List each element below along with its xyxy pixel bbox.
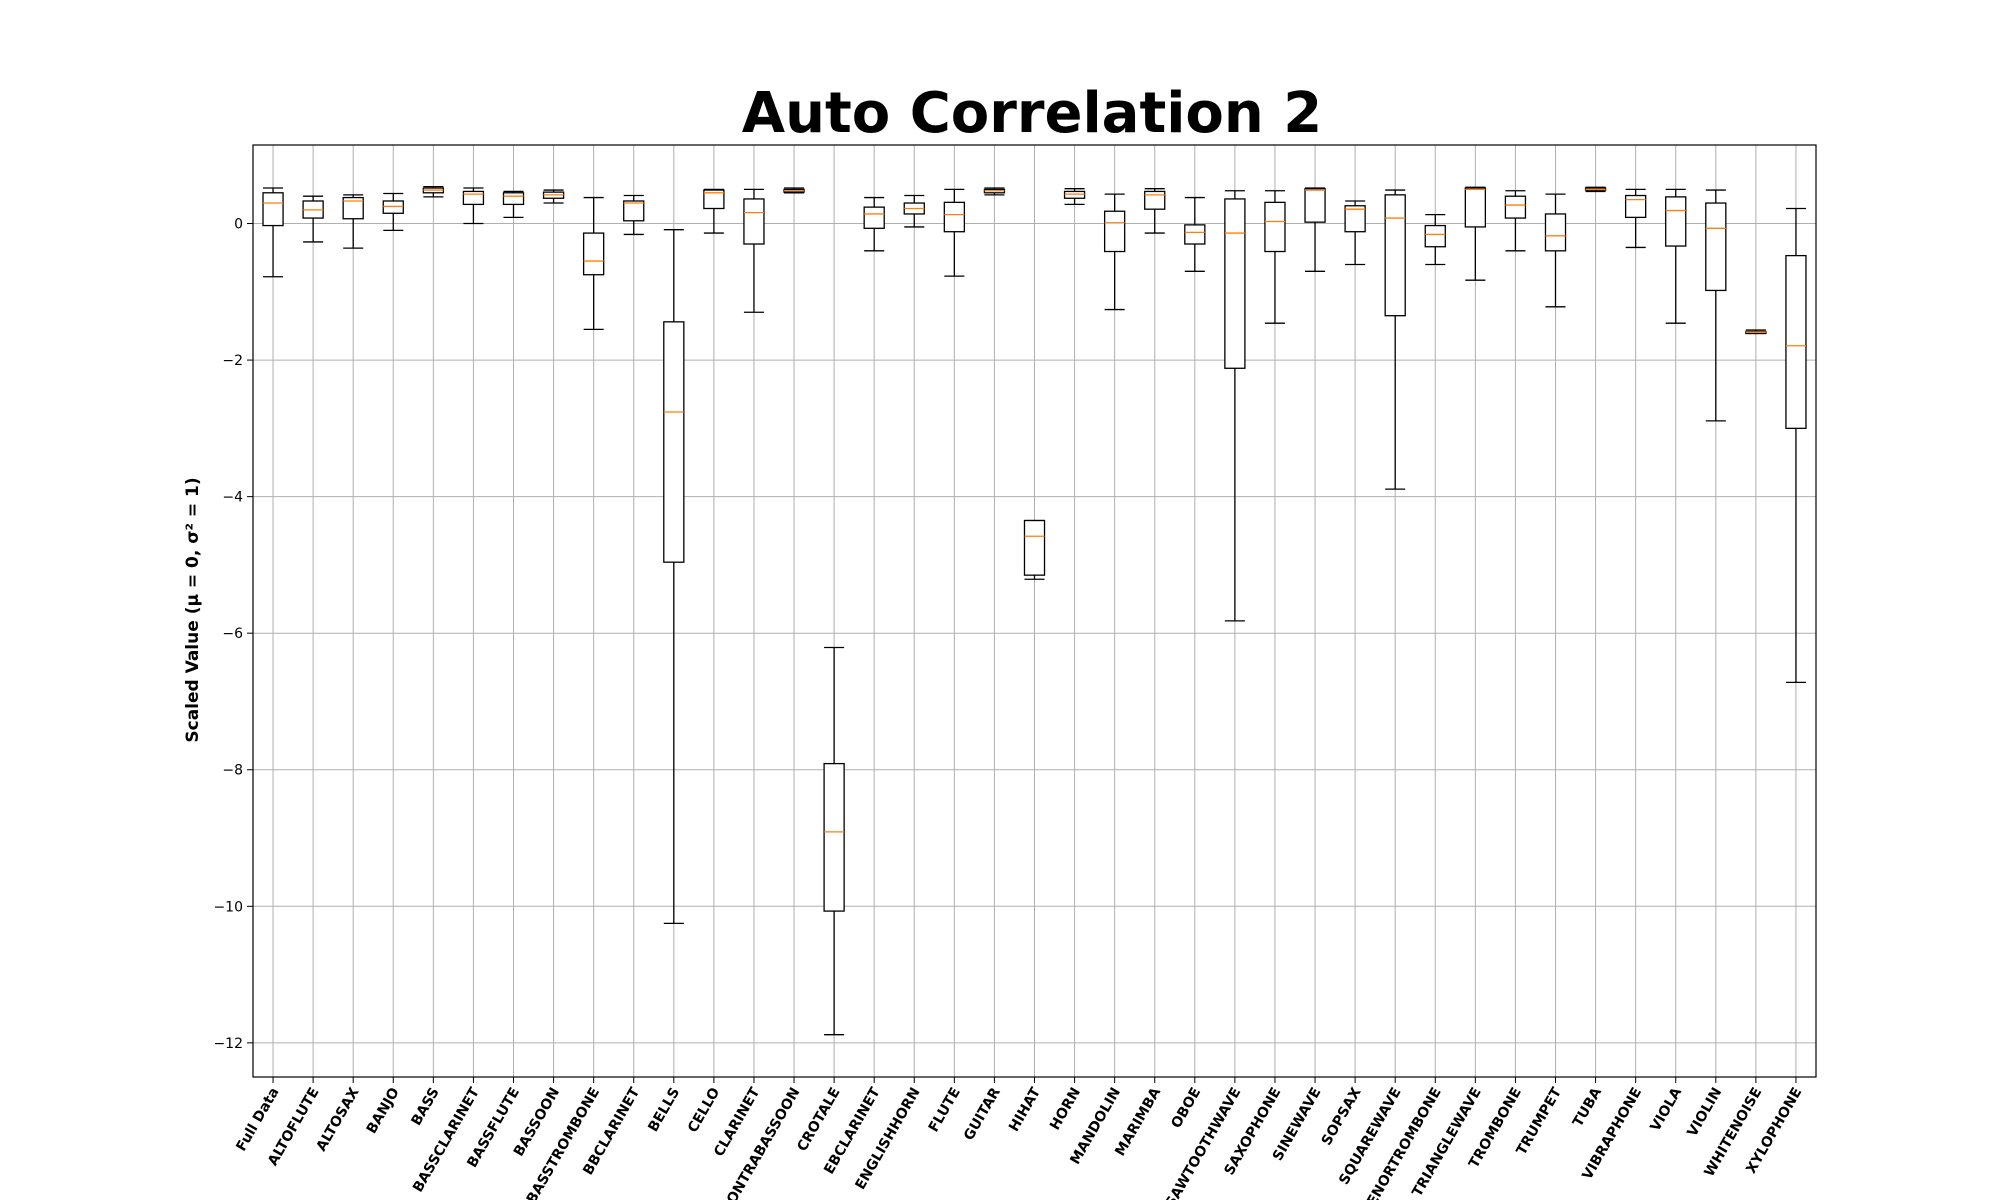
box-flute [943,188,966,277]
box-trumpet [1544,193,1567,308]
x-tick-label: HORN [1047,1085,1084,1133]
box-iqr [703,189,725,210]
box-iqr [462,190,485,206]
box-contrabassoon [783,187,805,194]
box-iqr [502,192,525,206]
box-sopsax [1344,200,1366,266]
box-iqr [1464,187,1487,228]
x-tick-label: GUITAR [961,1085,1004,1144]
box-iqr [1144,190,1166,210]
box-xylophone [1785,207,1807,684]
x-tick-label: SOPSAX [1319,1085,1365,1149]
box-banjo [382,192,404,231]
y-tick-label: −6 [222,626,243,642]
box-clarinet [743,188,765,313]
x-tick-label: TUBA [1570,1085,1605,1130]
box-violin [1705,189,1727,422]
box-iqr [1184,224,1206,245]
box-iqr [342,196,364,220]
box-iqr [743,198,765,245]
box-bbclarinet [623,194,645,236]
y-axis-label: Scaled Value (μ = 0, σ² = 1) [183,477,203,742]
box-iqr [1504,195,1527,219]
box-viola [1665,188,1687,324]
box-iqr [1264,201,1286,253]
box-vibraphone [1624,188,1647,249]
box-altosax [342,194,364,249]
box-tenortrombone [1424,213,1446,266]
box-iqr [1224,198,1246,369]
box-iqr [663,321,685,563]
x-tick-label: BELLS [645,1085,683,1135]
box-iqr [1344,205,1366,233]
box-iqr [582,232,605,276]
box-iqr [1424,224,1446,248]
box-englishhorn [903,194,925,228]
box-iqr [1705,202,1727,292]
box-horn [1063,188,1086,206]
grid-lines [253,145,1816,1077]
x-tick-label: FLUTE [926,1085,964,1135]
x-tick-label: OBOE [1168,1085,1204,1131]
boxes [262,185,1807,1036]
box-iqr [1785,254,1807,430]
x-tick-label: BASSTROMBONE [524,1085,603,1200]
box-oboe [1184,196,1206,272]
box-basstrombone [582,196,605,331]
box-iqr [1023,519,1046,576]
box-hihat [1023,519,1046,580]
box-crotale [823,646,845,1036]
box-whitenoise [1745,329,1767,335]
y-tick-label: −10 [213,899,243,915]
box-iqr [943,201,966,233]
box-iqr [1304,188,1326,223]
box-altoflute [302,195,324,243]
box-iqr [823,762,845,912]
box-guitar [983,187,1006,196]
box-trianglewave [1464,186,1487,281]
y-tick-label: −8 [222,763,243,779]
y-tick-label: −2 [222,353,243,369]
box-bells [663,229,685,925]
y-tick-label: 0 [234,217,243,233]
box-tuba [1584,186,1607,193]
x-tick-label: CELLO [685,1085,723,1136]
box-saxophone [1264,190,1286,324]
x-tick-label: VIOLA [1647,1085,1685,1134]
box-iqr [863,206,885,229]
box-marimba [1144,188,1166,234]
box-iqr [1624,194,1647,219]
box-iqr [1665,196,1687,247]
box-bassclarinet [462,187,485,225]
box-sinewave [1304,187,1326,272]
box-squarewave [1384,189,1406,490]
x-tick-label: VIOLIN [1685,1085,1726,1140]
box-iqr [262,192,284,227]
box-iqr [623,200,645,222]
box-iqr [1063,190,1086,199]
box-bassoon [542,189,565,204]
y-axis-ticks: 0 −2 −4 −6 −8 −10 −12 [213,217,253,1052]
box-sawtoothwave [1224,190,1246,622]
box-iqr [1103,210,1126,253]
x-tick-label: BANJO [364,1085,403,1137]
box-iqr [382,200,404,214]
y-tick-label: −4 [222,490,243,506]
box-ebclarinet [863,196,885,252]
box-cello [703,188,725,234]
box-trombone [1504,190,1527,252]
box-full-data [262,187,284,278]
box-bassflute [502,190,525,219]
box-mandolin [1103,193,1126,311]
x-tick-label: SAWTOOTHWAVE [1163,1085,1245,1200]
x-tick-label: HIHAT [1006,1085,1044,1135]
box-bass [422,185,445,198]
box-iqr [1384,194,1406,317]
chart-title: Auto Correlation 2 [742,81,1322,146]
y-tick-label: −12 [213,1036,243,1052]
x-tick-label: BASS [408,1085,442,1129]
box-iqr [1544,213,1567,252]
